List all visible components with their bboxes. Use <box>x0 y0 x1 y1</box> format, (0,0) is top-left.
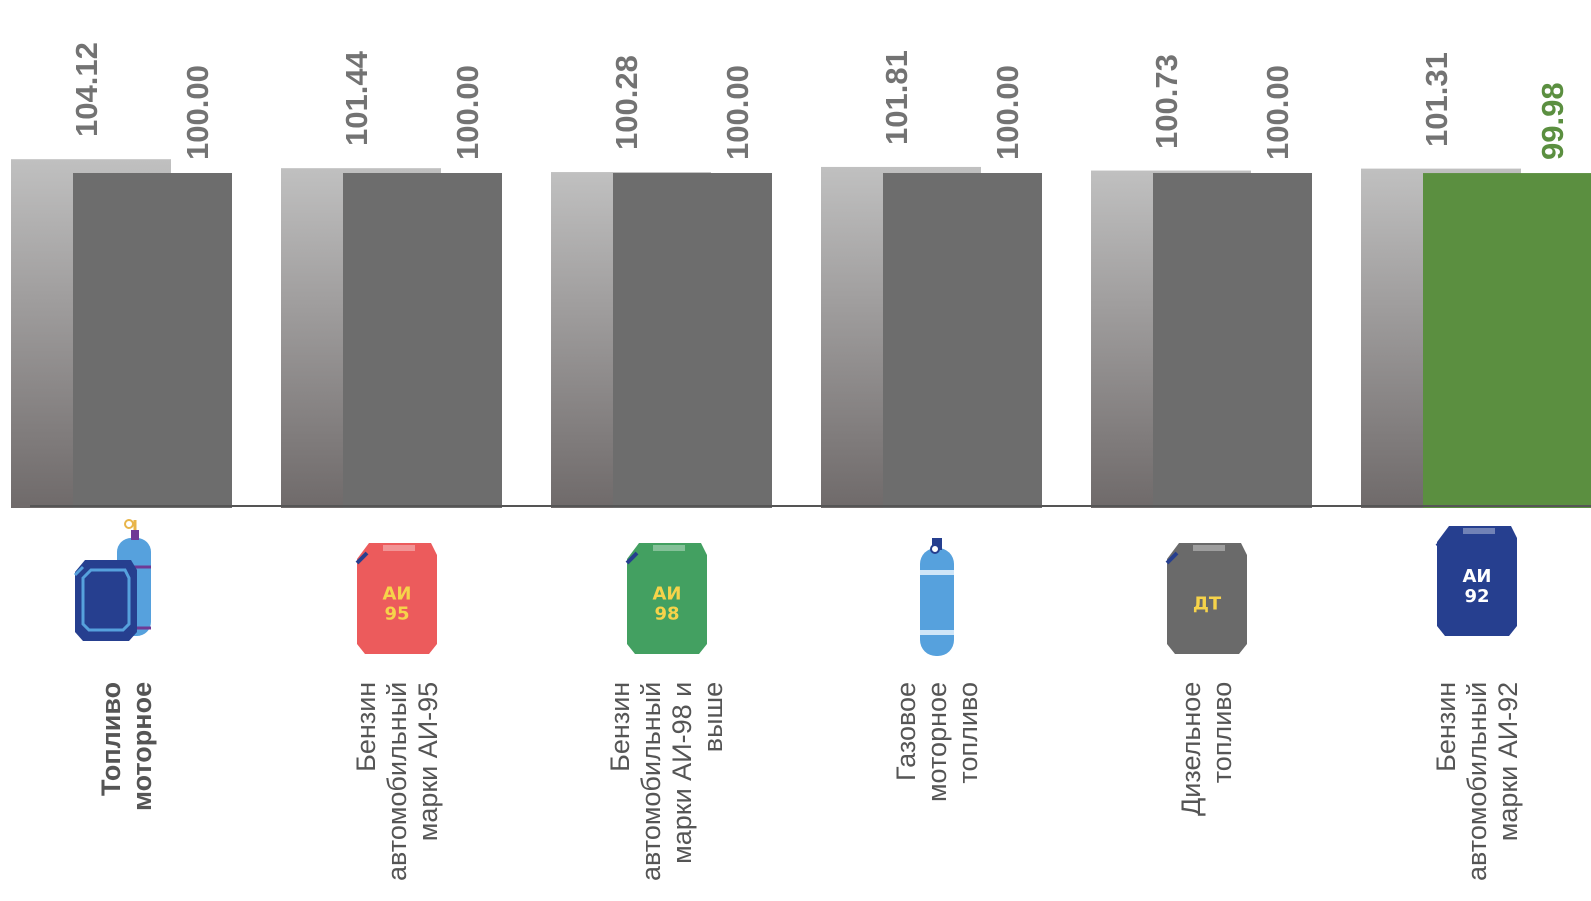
fuel-canister-and-gas-cylinder-icon <box>73 519 151 641</box>
icon-text: АИ <box>653 584 682 605</box>
bar-series2-0 <box>73 173 232 508</box>
value-label-series1-3: 101.81 <box>879 50 914 145</box>
value-label-series1-4: 100.73 <box>1149 53 1184 149</box>
category-label-1: Бензин автомобильный марки АИ-95 <box>350 681 443 881</box>
bar-series2-2 <box>613 173 772 508</box>
icon-text: АИ <box>1463 566 1492 587</box>
category-label-0: Топливо моторное <box>96 681 157 811</box>
value-label-series2-4: 100.00 <box>1260 65 1295 160</box>
icon-text: 92 <box>1464 586 1489 607</box>
bar-series2-1 <box>343 173 502 508</box>
category-label-4: Дизельное топливо <box>1176 681 1237 816</box>
value-label-series2-2: 100.00 <box>720 65 755 160</box>
value-label-series2-1: 100.00 <box>450 65 485 160</box>
value-label-series2-5: 99.98 <box>1535 82 1570 161</box>
value-label-series2-3: 100.00 <box>990 65 1025 160</box>
diesel-canister-icon: ДТ <box>1165 543 1247 654</box>
category-label-3: Газовое моторное топливо <box>890 681 983 802</box>
bar-series2-5 <box>1423 173 1591 508</box>
value-label-series1-5: 101.31 <box>1419 51 1454 147</box>
category-label-5: Бензин автомобильный марки АИ-92 <box>1430 681 1523 881</box>
icon-text: ДТ <box>1193 594 1222 615</box>
category-label-2: Бензин автомобильный марки АИ-98 и выше <box>605 681 728 881</box>
icon-text: АИ <box>383 584 412 605</box>
icon-text: 95 <box>384 604 409 625</box>
value-label-series1-2: 100.28 <box>609 55 644 151</box>
value-label-series1-1: 101.44 <box>339 51 374 147</box>
value-label-series2-0: 100.00 <box>180 65 215 160</box>
value-label-series1-0: 104.12 <box>69 42 104 138</box>
gas-cylinder-icon <box>920 538 954 656</box>
icon-text: 98 <box>654 604 679 625</box>
bar-series2-3 <box>883 173 1042 508</box>
bar-series2-4 <box>1153 173 1312 508</box>
